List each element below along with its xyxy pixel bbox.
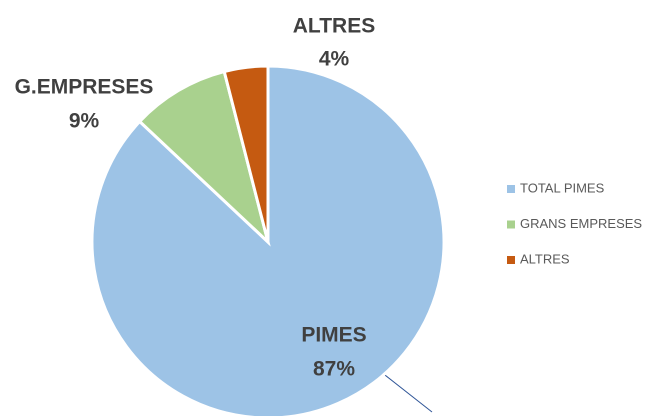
legend-label: GRANS EMPRESES: [520, 216, 642, 231]
slice-label: ALTRES: [293, 15, 375, 38]
slice-label: PIMES: [301, 324, 366, 347]
leader-line: [375, 367, 433, 413]
pie-slice: [90, 64, 446, 416]
pie-slice: [137, 69, 271, 247]
value-label: 9%: [69, 110, 100, 133]
pie-slice: [222, 64, 270, 243]
legend-swatch: [507, 220, 515, 229]
value-label: 87%: [313, 358, 355, 381]
legend-swatch: [507, 256, 515, 264]
legend-label: ALTRES: [520, 251, 570, 266]
slice-label: G.EMPRESES: [15, 76, 154, 99]
value-label: 4%: [319, 48, 350, 71]
legend-swatch: [507, 185, 515, 193]
legend-label: TOTAL PIMES: [520, 180, 605, 195]
